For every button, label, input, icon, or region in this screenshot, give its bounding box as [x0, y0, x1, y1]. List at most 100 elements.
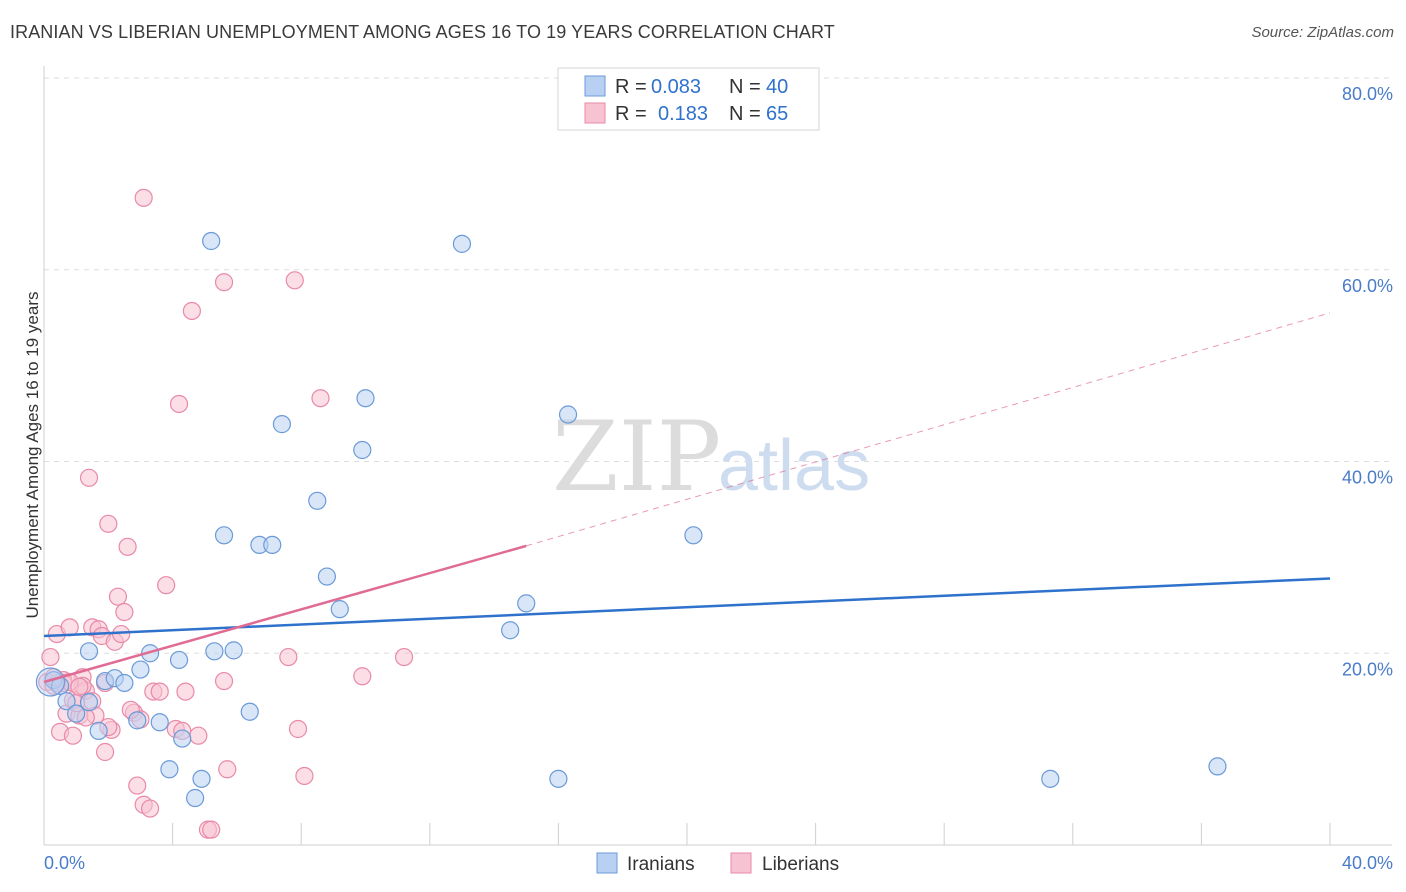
- liberians-point-42: [189, 726, 208, 745]
- liberians-point-20: [95, 742, 115, 762]
- legend-r-value-liberians: 0.183: [658, 103, 708, 125]
- legend-r-label-liberians: R =: [615, 103, 647, 125]
- iranians-point-22: [224, 641, 243, 660]
- iranians-point-39: [1208, 757, 1227, 776]
- series-legend: Iranians Liberians: [596, 852, 839, 875]
- liberians-point-48: [279, 647, 298, 667]
- y-tick-label-40: 40.0%: [1342, 468, 1393, 488]
- legend-swatch-iranians: [584, 75, 606, 97]
- liberians-point-21: [99, 514, 118, 533]
- iranians-point-10: [128, 711, 147, 730]
- trend-line-iranians-solid: [43, 577, 1331, 638]
- watermark-atlas: atlas: [718, 426, 870, 506]
- liberians-point-53: [353, 667, 372, 686]
- y-tick-label-60: 60.0%: [1342, 276, 1393, 296]
- iranians-point-35: [549, 769, 568, 788]
- iranians-point-29: [330, 600, 349, 619]
- series-legend-swatch-iranians: [596, 852, 618, 874]
- series-legend-label-liberians: Liberians: [762, 854, 839, 875]
- watermark: ZIP atlas: [552, 401, 870, 513]
- correlation-legend: R = 0.083 N = 40 R = 0.183 N = 65: [557, 67, 820, 131]
- iranians-point-19: [202, 231, 221, 251]
- liberians-points: [38, 188, 414, 839]
- axes: [43, 66, 1392, 846]
- liberians-point-46: [214, 671, 234, 691]
- liberians-point-49: [285, 271, 304, 290]
- legend-n-label-iranians: N =: [729, 76, 761, 98]
- liberians-point-62: [70, 677, 89, 696]
- liberians-point-47: [218, 760, 237, 779]
- gridlines: [44, 77, 1392, 654]
- iranians-point-4: [79, 693, 99, 712]
- liberians-point-38: [169, 394, 189, 414]
- source-credit: Source: ZipAtlas.com: [1251, 24, 1394, 41]
- legend-n-label-liberians: N =: [729, 103, 761, 125]
- trend-lines: [43, 312, 1331, 684]
- iranians-point-27: [308, 491, 327, 510]
- iranians-point-36: [558, 405, 578, 424]
- series-legend-label-iranians: Iranians: [627, 854, 695, 875]
- iranians-point-17: [186, 788, 205, 808]
- liberians-point-24: [108, 587, 128, 606]
- watermark-zip: ZIP: [552, 401, 721, 513]
- liberians-point-35: [150, 682, 169, 701]
- iranians-point-32: [452, 234, 472, 253]
- y-tick-label-20: 20.0%: [1342, 659, 1393, 679]
- liberians-point-1: [41, 647, 60, 667]
- iranians-point-2: [57, 692, 76, 711]
- iranians-point-15: [169, 650, 189, 670]
- y-axis-label: Unemployment Among Ages 16 to 19 years: [23, 292, 42, 619]
- y-tick-label-80: 80.0%: [1342, 84, 1393, 104]
- liberians-point-50: [288, 719, 308, 739]
- liberians-point-45: [214, 273, 234, 292]
- iranians-point-37: [684, 526, 703, 545]
- legend-swatch-liberians: [584, 102, 606, 124]
- iranians-point-20: [205, 642, 224, 661]
- iranians-point-31: [356, 389, 375, 408]
- liberians-point-26: [115, 602, 134, 622]
- x-tick-labels: 0.0% 40.0%: [44, 853, 1393, 873]
- iranians-point-34: [517, 594, 536, 613]
- iranians-point-23: [240, 702, 259, 721]
- y-tick-labels: 20.0% 40.0% 60.0% 80.0%: [1342, 84, 1393, 679]
- trend-line-liberians-solid: [43, 544, 527, 684]
- liberians-point-40: [176, 682, 195, 701]
- legend-n-value-liberians: 65: [766, 103, 788, 125]
- chart-title: IRANIAN VS LIBERIAN UNEMPLOYMENT AMONG A…: [10, 22, 835, 42]
- liberians-point-8: [63, 726, 83, 745]
- liberians-point-44: [202, 820, 221, 839]
- iranians-point-26: [272, 415, 292, 434]
- iranians-point-5: [79, 642, 99, 661]
- iranians-point-3: [67, 704, 86, 723]
- liberians-point-25: [112, 624, 131, 644]
- legend-r-label-iranians: R =: [615, 76, 647, 98]
- iranians-point-21: [214, 526, 234, 545]
- liberians-point-36: [157, 576, 176, 595]
- iranians-point-9: [115, 673, 134, 693]
- iranians-point-6: [89, 721, 108, 741]
- liberians-point-52: [311, 389, 330, 408]
- liberians-point-33: [140, 799, 160, 818]
- legend-r-value-iranians: 0.083: [651, 76, 701, 98]
- iranians-point-11: [131, 660, 150, 679]
- iranians-points: [35, 231, 1227, 808]
- liberians-point-51: [295, 766, 314, 786]
- liberians-point-41: [182, 301, 201, 321]
- iranians-point-16: [173, 729, 192, 748]
- liberians-point-27: [118, 537, 137, 556]
- x-tick-label-min: 0.0%: [44, 853, 85, 873]
- iranians-point-38: [1041, 769, 1060, 788]
- trend-line-liberians-dashed: [526, 312, 1331, 547]
- iranians-point-30: [353, 440, 372, 460]
- x-tick-label-max: 40.0%: [1342, 853, 1393, 873]
- iranians-point-28: [317, 567, 337, 586]
- liberians-point-31: [134, 188, 153, 207]
- series-legend-swatch-liberians: [730, 852, 752, 874]
- iranians-point-cluster: [35, 667, 66, 697]
- liberians-point-29: [128, 776, 147, 795]
- iranians-point-14: [160, 760, 179, 779]
- legend-n-value-iranians: 40: [766, 76, 788, 98]
- iranians-point-13: [150, 713, 169, 732]
- iranians-point-33: [501, 621, 520, 640]
